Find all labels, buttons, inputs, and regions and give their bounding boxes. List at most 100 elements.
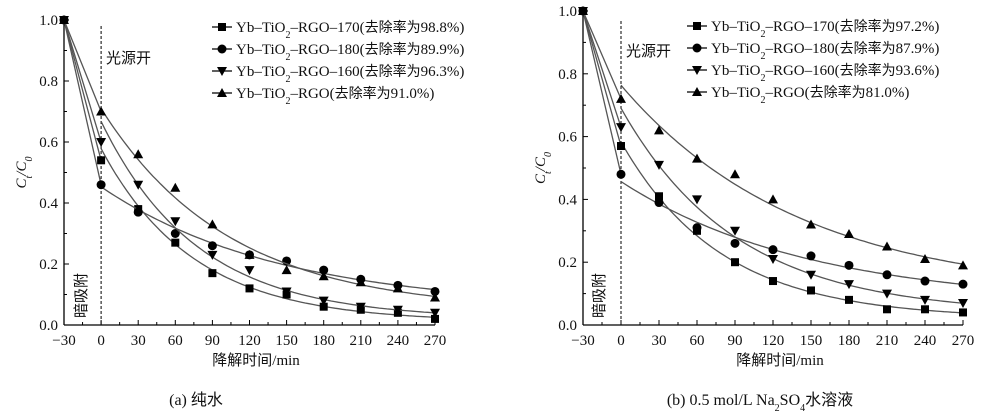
legend-label-part: –RGO( xyxy=(764,85,809,101)
data-point xyxy=(59,15,69,24)
x-tick-label: 90 xyxy=(728,333,743,349)
caption-b-part3: 水溶液 xyxy=(805,390,853,409)
data-point xyxy=(844,280,854,290)
x-tick-label: 0 xyxy=(617,333,625,349)
legend-label-sub: 2 xyxy=(760,95,765,106)
legend-marker xyxy=(217,44,227,54)
y-axis-label-part: t xyxy=(24,175,35,178)
legend-label-sub: 2 xyxy=(285,52,290,63)
legend-label-value: 98.8%) xyxy=(421,20,465,36)
data-point xyxy=(207,250,218,260)
legend-label-value: 97.2%) xyxy=(896,19,940,35)
y-tick-label: 0.4 xyxy=(558,192,577,208)
legend-label-part: Yb–TiO xyxy=(236,86,286,102)
y-axis-label-part: 0 xyxy=(543,152,554,157)
legend-label-sub: 2 xyxy=(760,73,765,84)
caption-b-sub1: 2 xyxy=(775,403,780,414)
legend-label-cjk: 去除率为 xyxy=(365,19,421,36)
legend-marker xyxy=(693,22,701,30)
x-tick-label: 60 xyxy=(690,333,705,349)
caption-b-part2: SO xyxy=(780,392,800,409)
x-tick-label: 210 xyxy=(876,333,899,349)
legend-label-part: –RGO–180( xyxy=(764,41,839,57)
legend-label: Yb–TiO2–RGO–180(去除率为87.9%) xyxy=(711,40,939,62)
data-point xyxy=(170,217,181,227)
data-point xyxy=(844,260,854,270)
data-point xyxy=(806,219,816,229)
y-tick-label: 0.0 xyxy=(39,318,58,334)
data-point xyxy=(845,295,853,304)
data-point xyxy=(96,106,107,116)
data-point xyxy=(431,314,439,323)
adsorption-line xyxy=(582,10,622,128)
y-tick-label: 0.6 xyxy=(39,135,58,151)
series-triangle-down xyxy=(59,16,440,318)
data-point xyxy=(245,284,254,293)
x-tick-label: 180 xyxy=(838,333,861,349)
data-point xyxy=(958,260,968,270)
caption-b: (b) 0.5 mol/L Na2SO4水溶液 xyxy=(667,390,853,414)
data-point xyxy=(959,308,967,317)
legend-entry: Yb–TiO2–RGO(去除率为81.0%) xyxy=(687,84,909,106)
legend-entry: Yb–TiO2–RGO–160(去除率为96.3%) xyxy=(212,63,464,85)
data-point xyxy=(319,265,329,275)
x-tick-label: 90 xyxy=(205,333,220,349)
series-triangle-up xyxy=(59,15,440,302)
x-tick-label: 120 xyxy=(238,333,261,349)
fit-curve xyxy=(100,186,436,291)
legend-entry: Yb–TiO2–RGO–180(去除率为89.9%) xyxy=(212,41,464,63)
data-point xyxy=(731,258,739,267)
legend-label: Yb–TiO2–RGO(去除率为81.0%) xyxy=(711,84,909,106)
data-point xyxy=(768,194,778,204)
adsorption-line xyxy=(63,19,102,185)
legend-label: Yb–TiO2–RGO–180(去除率为89.9%) xyxy=(236,41,464,63)
data-point xyxy=(920,276,930,286)
chart-panel-b: −30 0 30 60 90 120 150 180 210 240 270 0.0 0.2 0.4 0.6… xyxy=(533,4,974,369)
legend-label-value: 93.6%) xyxy=(896,63,940,79)
legend-label-part: –RGO–170( xyxy=(764,19,839,35)
legend-label-part: Yb–TiO xyxy=(711,85,761,101)
data-point xyxy=(883,305,891,314)
data-point xyxy=(920,254,930,264)
fit-curve xyxy=(620,107,964,304)
legend-marker xyxy=(692,87,702,96)
legend-label-value: 87.9%) xyxy=(896,41,940,57)
annotation-dark-adsorption: 暗吸附 xyxy=(72,273,90,318)
caption-a: (a) 纯水 xyxy=(169,391,223,409)
fit-curve xyxy=(620,84,964,265)
y-axis-label-part: C xyxy=(14,177,30,188)
data-point xyxy=(281,287,292,297)
data-point xyxy=(730,169,740,179)
fit-curve xyxy=(100,121,436,314)
legend-label-part: –RGO–160( xyxy=(289,64,364,80)
y-axis-label-part: / xyxy=(14,170,30,177)
legend-entry: Yb–TiO2–RGO–170(去除率为97.2%) xyxy=(687,18,939,40)
legend-label-part: Yb–TiO xyxy=(711,19,761,35)
y-tick-label: 0.6 xyxy=(558,130,577,146)
data-point xyxy=(655,192,663,201)
x-tick-label: −30 xyxy=(571,333,594,349)
legend-label-cjk: 去除率为 xyxy=(335,85,391,102)
adsorption-line xyxy=(63,19,102,112)
x-tick-label: 150 xyxy=(800,333,823,349)
data-point xyxy=(692,195,702,205)
y-tick-label: 0.8 xyxy=(39,74,58,90)
data-point xyxy=(920,295,930,305)
y-axis-label-part: / xyxy=(533,165,549,172)
x-tick-label: 150 xyxy=(275,333,298,349)
legend-label-cjk: 去除率为 xyxy=(810,84,866,101)
legend-label-cjk: 去除率为 xyxy=(840,62,896,79)
x-tick-label: 240 xyxy=(387,333,410,349)
y-axis-label: Ct/C0 xyxy=(533,152,554,184)
data-point xyxy=(244,249,255,259)
fit-curve xyxy=(620,181,964,286)
data-point xyxy=(617,142,625,151)
data-point xyxy=(768,245,778,255)
x-tick-label: 180 xyxy=(312,333,335,349)
data-point xyxy=(207,219,218,229)
data-point xyxy=(882,289,892,299)
data-point xyxy=(616,123,626,133)
annotation-dark-adsorption: 暗吸附 xyxy=(590,273,608,318)
x-tick-label: 60 xyxy=(168,333,183,349)
